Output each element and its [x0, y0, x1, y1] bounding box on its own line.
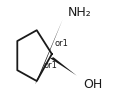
Polygon shape: [35, 19, 63, 84]
Polygon shape: [50, 57, 77, 76]
Text: or1: or1: [44, 61, 58, 70]
Text: or1: or1: [55, 39, 68, 48]
Text: OH: OH: [83, 78, 102, 91]
Text: NH₂: NH₂: [68, 6, 92, 19]
